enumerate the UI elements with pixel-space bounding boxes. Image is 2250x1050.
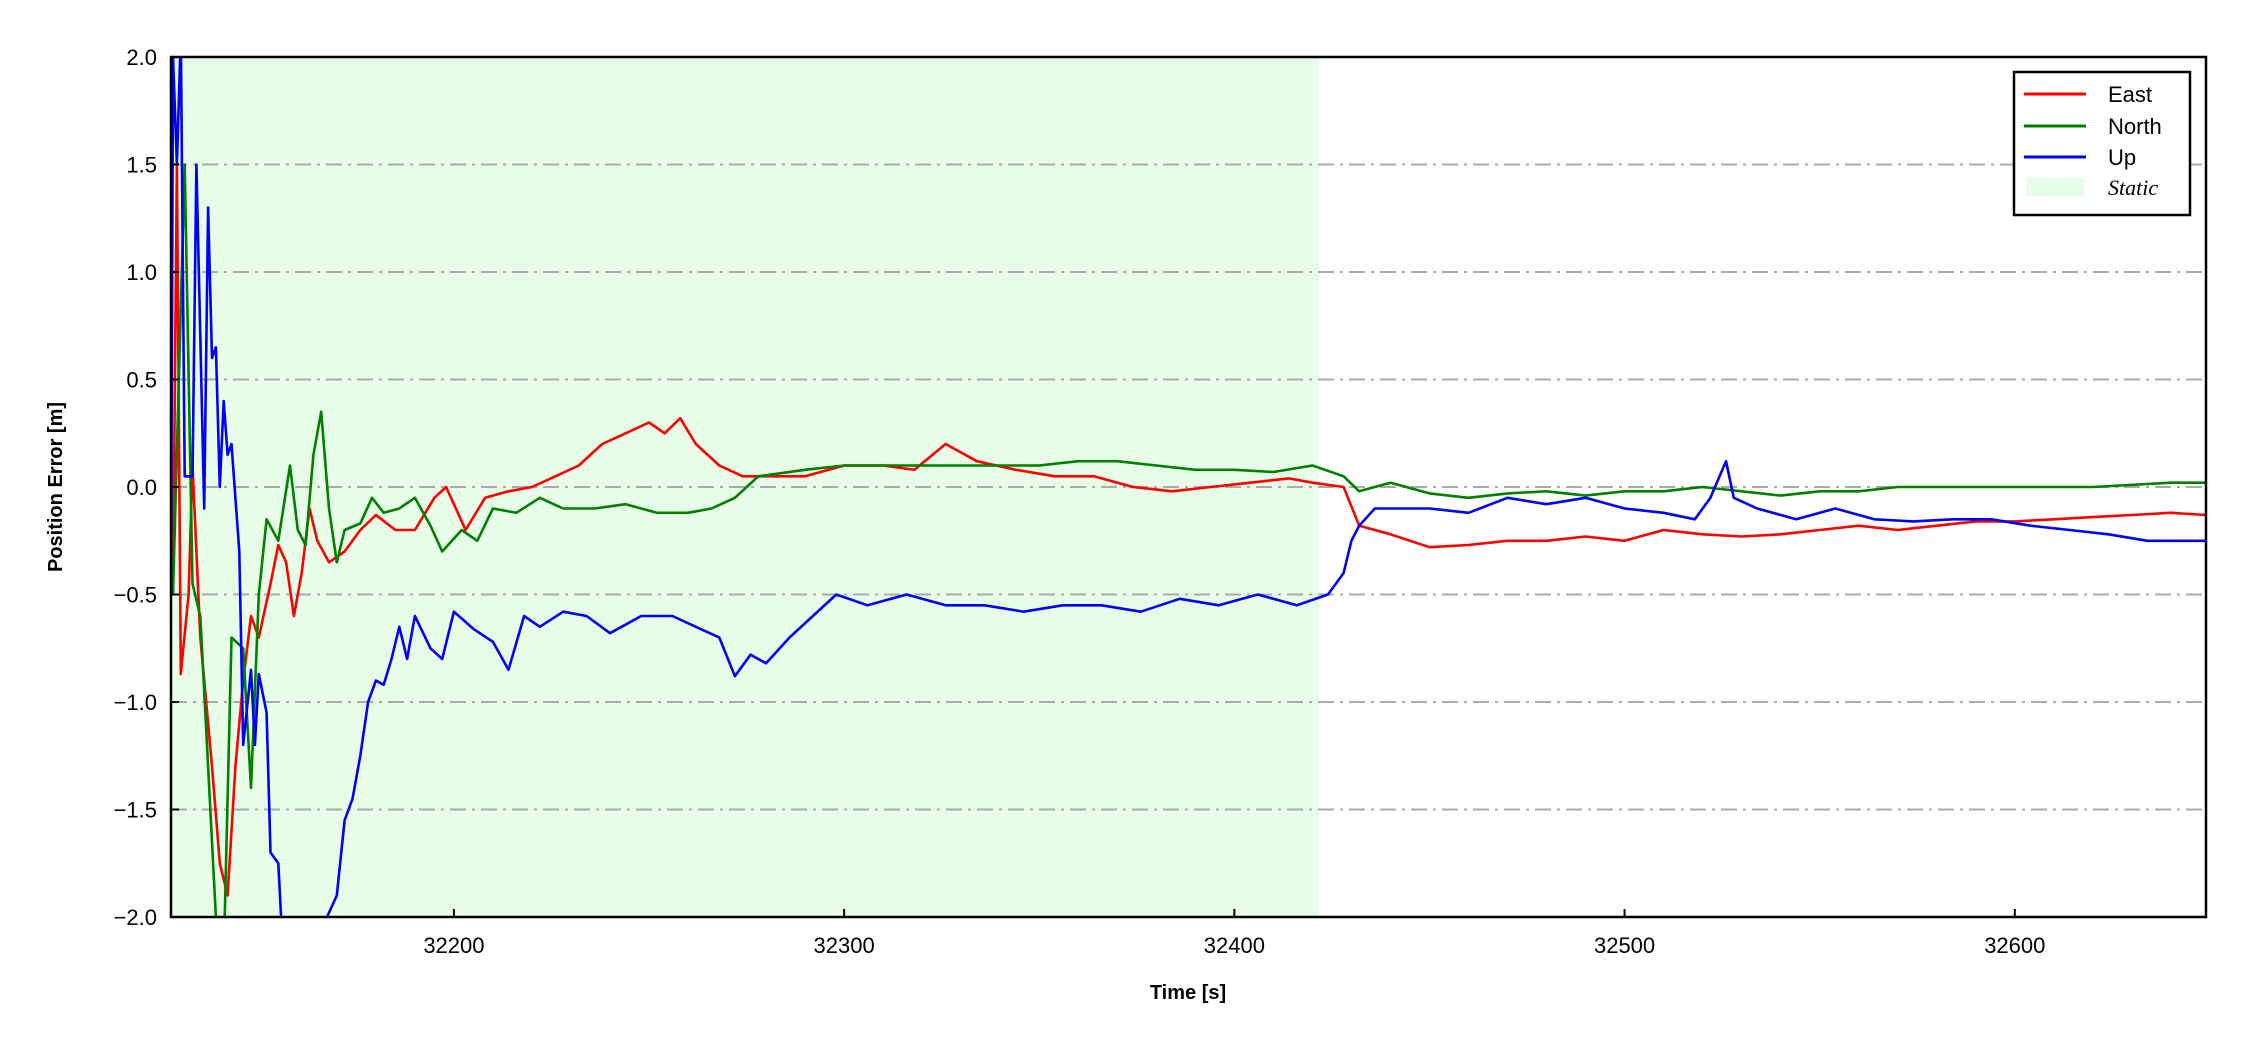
y-tick-label: 2.0 — [126, 45, 157, 70]
y-tick-label: −2.0 — [114, 905, 157, 930]
legend-up-label: Up — [2108, 145, 2136, 170]
x-tick-label: 32400 — [1204, 933, 1265, 958]
x-axis-label: Time [s] — [1150, 982, 1226, 1004]
y-tick-label: 1.0 — [126, 260, 157, 285]
y-tick-label: −0.5 — [114, 583, 157, 608]
x-tick-label: 32600 — [1984, 933, 2045, 958]
legend: East North Up Static — [2012, 70, 2192, 217]
series-layer — [171, 57, 2206, 917]
x-tick-label: 32500 — [1594, 933, 1655, 958]
x-tick-label: 32300 — [814, 933, 875, 958]
y-tick-label: 0.0 — [126, 475, 157, 500]
legend-static-label: Static — [2108, 175, 2158, 200]
legend-north-label: North — [2108, 114, 2162, 139]
y-tick-label: −1.5 — [114, 798, 157, 823]
series-line-east — [171, 163, 2206, 897]
y-tick-label: −1.0 — [114, 690, 157, 715]
series-line-north — [171, 163, 2206, 917]
tick-layer: −2.0 −1.5 −1.0 −0.5 0.0 0.5 1.0 1.5 2.0 32200 3230… — [114, 45, 2046, 958]
series-line-up — [171, 57, 2206, 917]
legend-static-swatch — [2026, 178, 2084, 196]
y-axis-label: Position Error [m] — [45, 402, 67, 572]
legend-east-label: East — [2108, 82, 2152, 107]
x-tick-label: 32200 — [423, 933, 484, 958]
y-tick-label: 0.5 — [126, 368, 157, 393]
y-tick-label: 1.5 — [126, 153, 157, 178]
